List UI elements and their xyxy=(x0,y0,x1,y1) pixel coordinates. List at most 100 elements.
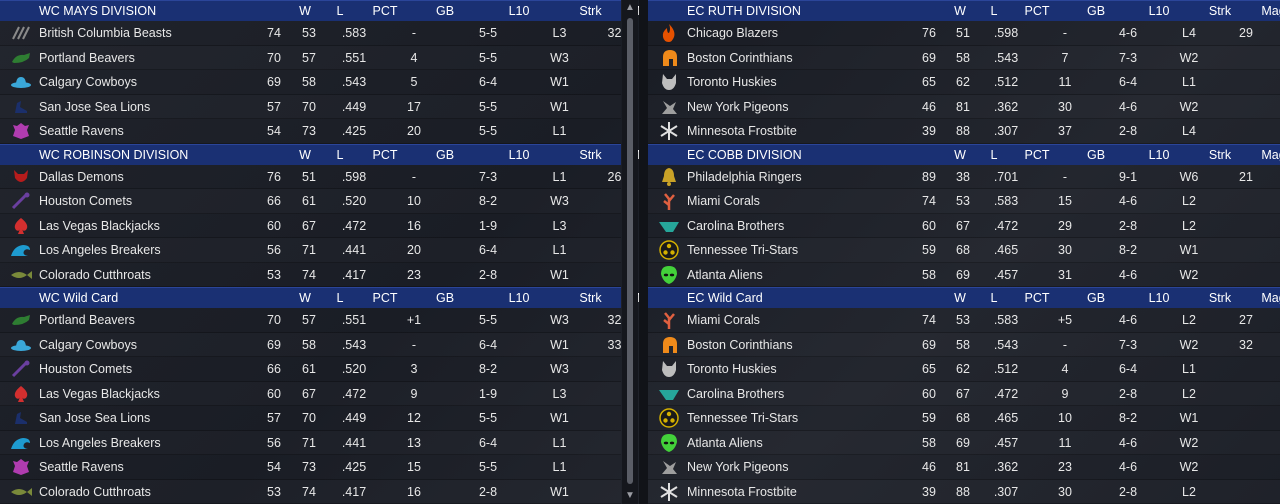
column-header-strk[interactable]: Strk xyxy=(1208,291,1232,305)
team-name[interactable]: Boston Corinthians xyxy=(687,50,793,65)
team-name[interactable]: Seattle Ravens xyxy=(39,124,124,139)
team-name[interactable]: San Jose Sea Lions xyxy=(39,99,151,114)
scroll-up-icon[interactable]: ▲ xyxy=(625,2,635,13)
column-header-w[interactable]: W xyxy=(299,147,311,162)
column-header-w[interactable]: W xyxy=(954,291,966,305)
team-row[interactable]: Miami Corals 74 53 .583 +5 4-6 L2 27 xyxy=(648,308,1280,333)
team-name[interactable]: New York Pigeons xyxy=(687,99,789,114)
team-row[interactable]: Tennessee Tri-Stars 59 68 .465 30 8-2 W1 xyxy=(648,238,1280,263)
team-row[interactable]: Calgary Cowboys 69 58 .543 5 6-4 W1 xyxy=(0,70,621,95)
team-name[interactable]: Calgary Cowboys xyxy=(39,75,137,90)
team-row[interactable]: British Columbia Beasts 74 53 .583 - 5-5 L3 32 xyxy=(0,21,621,46)
team-row[interactable]: Houston Comets 66 61 .520 10 8-2 W3 xyxy=(0,189,621,214)
scroll-down-icon[interactable]: ▼ xyxy=(625,490,635,501)
column-header-l[interactable]: L xyxy=(990,291,998,305)
team-name[interactable]: Minnesota Frostbite xyxy=(687,484,797,499)
team-name[interactable]: Houston Comets xyxy=(39,194,133,209)
column-header-w[interactable]: W xyxy=(954,4,966,18)
team-row[interactable]: Carolina Brothers 60 67 .472 29 2-8 L2 xyxy=(648,214,1280,238)
column-header-mag[interactable]: Mag# xyxy=(1261,4,1280,18)
team-name[interactable]: Portland Beavers xyxy=(39,313,135,328)
column-header-mag[interactable]: Mag# xyxy=(1261,291,1280,305)
team-name[interactable]: Colorado Cutthroats xyxy=(39,267,151,282)
team-row[interactable]: New York Pigeons 46 81 .362 30 4-6 W2 xyxy=(648,95,1280,119)
column-header-l10[interactable]: L10 xyxy=(1148,147,1170,162)
team-row[interactable]: Los Angeles Breakers 56 71 .441 20 6-4 L1 xyxy=(0,238,621,263)
team-row[interactable]: Colorado Cutthroats 53 74 .417 23 2-8 W1 xyxy=(0,263,621,287)
column-header-strk[interactable]: Strk xyxy=(1208,4,1232,18)
team-name[interactable]: Atlanta Aliens xyxy=(687,267,763,282)
column-header-l10[interactable]: L10 xyxy=(1148,4,1170,18)
team-row[interactable]: Minnesota Frostbite 39 88 .307 30 2-8 L2 xyxy=(648,480,1280,504)
column-header-w[interactable]: W xyxy=(299,4,311,18)
team-name[interactable]: Dallas Demons xyxy=(39,169,124,184)
column-header-w[interactable]: W xyxy=(954,147,966,162)
team-row[interactable]: Toronto Huskies 65 62 .512 11 6-4 L1 xyxy=(648,70,1280,95)
team-name[interactable]: Toronto Huskies xyxy=(687,362,777,377)
column-header-gb[interactable]: GB xyxy=(435,147,455,162)
column-header-pct[interactable]: PCT xyxy=(372,4,398,18)
team-row[interactable]: Tennessee Tri-Stars 59 68 .465 10 8-2 W1 xyxy=(648,406,1280,431)
column-header-l10[interactable]: L10 xyxy=(508,147,530,162)
column-header-gb[interactable]: GB xyxy=(1086,4,1106,18)
team-name[interactable]: Tennessee Tri-Stars xyxy=(687,411,799,426)
scrollbar[interactable]: ▲ ▼ xyxy=(622,0,638,504)
team-row[interactable]: Toronto Huskies 65 62 .512 4 6-4 L1 xyxy=(648,357,1280,382)
team-row[interactable]: Seattle Ravens 54 73 .425 15 5-5 L1 xyxy=(0,455,621,480)
team-name[interactable]: Los Angeles Breakers xyxy=(39,243,161,258)
column-header-gb[interactable]: GB xyxy=(1086,147,1106,162)
column-header-pct[interactable]: PCT xyxy=(372,147,398,162)
team-name[interactable]: New York Pigeons xyxy=(687,460,789,475)
team-name[interactable]: Colorado Cutthroats xyxy=(39,484,151,499)
column-header-pct[interactable]: PCT xyxy=(1024,147,1050,162)
column-header-pct[interactable]: PCT xyxy=(372,291,398,305)
team-row[interactable]: Portland Beavers 70 57 .551 +1 5-5 W3 32 xyxy=(0,308,621,333)
column-header-l[interactable]: L xyxy=(336,291,344,305)
team-row[interactable]: Chicago Blazers 76 51 .598 - 4-6 L4 29 xyxy=(648,21,1280,46)
column-header-mag[interactable]: Mag# xyxy=(1261,147,1280,162)
column-header-pct[interactable]: PCT xyxy=(1024,4,1050,18)
team-row[interactable]: Miami Corals 74 53 .583 15 4-6 L2 xyxy=(648,189,1280,214)
team-name[interactable]: Houston Comets xyxy=(39,362,133,377)
team-name[interactable]: Miami Corals xyxy=(687,194,760,209)
column-header-strk[interactable]: Strk xyxy=(579,4,602,18)
team-row[interactable]: Colorado Cutthroats 53 74 .417 16 2-8 W1 xyxy=(0,480,621,504)
team-row[interactable]: Philadelphia Ringers 89 38 .701 - 9-1 W6 21 xyxy=(648,165,1280,189)
team-row[interactable]: Carolina Brothers 60 67 .472 9 2-8 L2 xyxy=(648,382,1280,406)
column-header-l10[interactable]: L10 xyxy=(508,4,530,18)
column-header-l10[interactable]: L10 xyxy=(1148,291,1170,305)
team-name[interactable]: Chicago Blazers xyxy=(687,26,779,41)
scrollbar-thumb[interactable] xyxy=(627,18,633,484)
team-row[interactable]: Dallas Demons 76 51 .598 - 7-3 L1 26 xyxy=(0,165,621,189)
team-name[interactable]: Miami Corals xyxy=(687,313,760,328)
team-name[interactable]: Boston Corinthians xyxy=(687,337,793,352)
team-name[interactable]: Toronto Huskies xyxy=(687,75,777,90)
team-name[interactable]: Atlanta Aliens xyxy=(687,435,763,450)
column-header-strk[interactable]: Strk xyxy=(579,291,602,305)
column-header-gb[interactable]: GB xyxy=(435,4,455,18)
column-header-l[interactable]: L xyxy=(336,4,344,18)
team-name[interactable]: Seattle Ravens xyxy=(39,460,124,475)
team-row[interactable]: San Jose Sea Lions 57 70 .449 12 5-5 W1 xyxy=(0,406,621,431)
team-row[interactable]: Seattle Ravens 54 73 .425 20 5-5 L1 xyxy=(0,119,621,144)
team-row[interactable]: Las Vegas Blackjacks 60 67 .472 9 1-9 L3 xyxy=(0,382,621,406)
team-name[interactable]: Carolina Brothers xyxy=(687,218,785,233)
team-name[interactable]: Portland Beavers xyxy=(39,50,135,65)
team-name[interactable]: Las Vegas Blackjacks xyxy=(39,218,160,233)
team-row[interactable]: Calgary Cowboys 69 58 .543 - 6-4 W1 33 xyxy=(0,333,621,357)
team-row[interactable]: Las Vegas Blackjacks 60 67 .472 16 1-9 L3 xyxy=(0,214,621,238)
column-header-strk[interactable]: Strk xyxy=(1208,147,1232,162)
column-header-w[interactable]: W xyxy=(299,291,311,305)
column-header-l[interactable]: L xyxy=(990,147,998,162)
column-header-strk[interactable]: Strk xyxy=(579,147,602,162)
column-header-gb[interactable]: GB xyxy=(1086,291,1106,305)
team-name[interactable]: Tennessee Tri-Stars xyxy=(687,243,799,258)
team-row[interactable]: Portland Beavers 70 57 .551 4 5-5 W3 xyxy=(0,46,621,70)
column-header-l10[interactable]: L10 xyxy=(508,291,530,305)
team-name[interactable]: Minnesota Frostbite xyxy=(687,124,797,139)
team-row[interactable]: Boston Corinthians 69 58 .543 7 7-3 W2 xyxy=(648,46,1280,70)
team-name[interactable]: Philadelphia Ringers xyxy=(687,169,802,184)
team-row[interactable]: Minnesota Frostbite 39 88 .307 37 2-8 L4 xyxy=(648,119,1280,144)
team-name[interactable]: San Jose Sea Lions xyxy=(39,411,151,426)
team-row[interactable]: Atlanta Aliens 58 69 .457 31 4-6 W2 xyxy=(648,263,1280,287)
